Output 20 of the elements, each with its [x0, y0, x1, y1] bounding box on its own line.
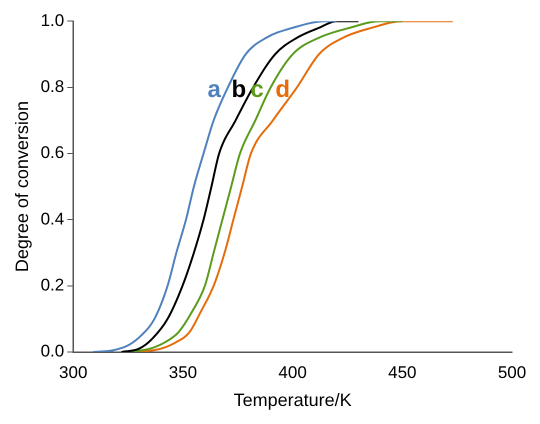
y-tick-label: 0.2 — [40, 276, 64, 295]
y-tick-label: 1.0 — [40, 10, 64, 30]
y-tick-label: 0.8 — [40, 77, 64, 96]
y-tick-label: 0.6 — [40, 143, 64, 162]
line-series — [120, 21, 360, 352]
x-tick-label: 300 — [59, 362, 88, 382]
x-tick-label: 400 — [278, 362, 307, 382]
x-axis-title: Temperature/K — [234, 390, 352, 410]
series-label: b — [231, 76, 246, 103]
x-tick-label: 350 — [168, 362, 198, 382]
series-label: d — [275, 76, 290, 103]
series-label: a — [208, 76, 222, 103]
y-axis-title: Degree of conversion — [12, 101, 32, 272]
y-tick-label: 0.4 — [40, 209, 64, 228]
line-series — [138, 21, 454, 352]
line-series — [92, 21, 338, 352]
series-label: c — [250, 76, 264, 103]
x-tick-label: 500 — [498, 362, 526, 382]
x-tick-label: 450 — [388, 362, 416, 382]
y-tick-label: 0.0 — [40, 342, 64, 361]
